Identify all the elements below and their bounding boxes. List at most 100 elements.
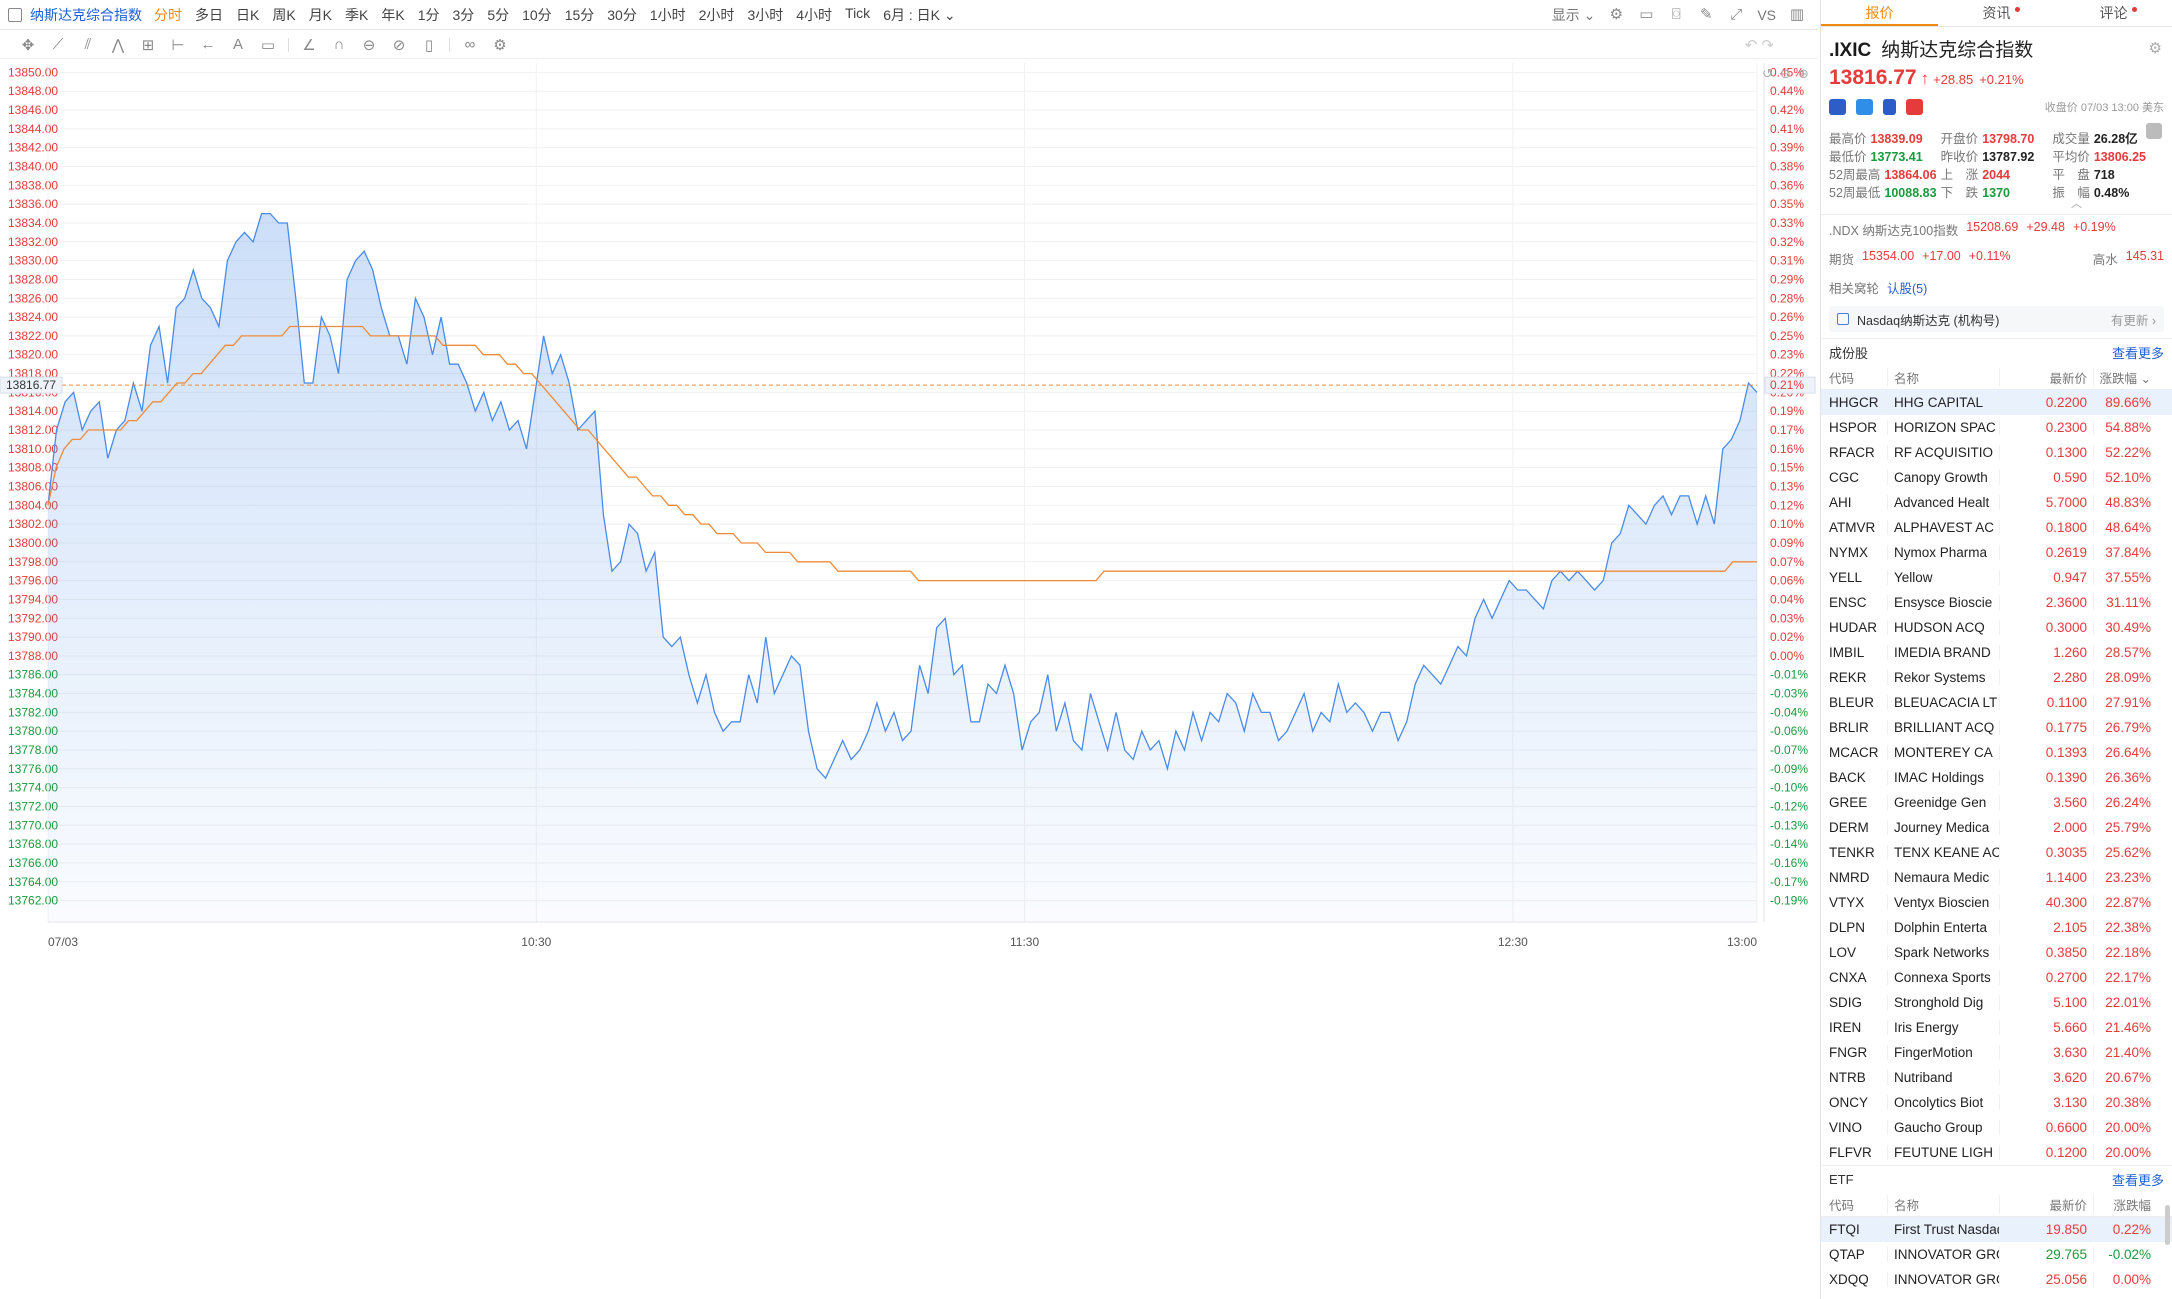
table-row[interactable]: VTYX Ventyx Bioscien 40.300 22.87% [1821,890,2172,915]
col-code[interactable]: 代码 [1829,372,1855,386]
lock-icon[interactable]: ⊖ [362,36,376,54]
draw-settings-icon[interactable]: ⚙ [493,36,507,54]
period-tab[interactable]: 5分 [487,6,510,23]
period-tab[interactable]: 1小时 [649,6,686,23]
col-name[interactable]: 名称 [1887,368,1999,387]
period-tab[interactable]: 10分 [522,6,552,23]
table-row[interactable]: HSPOR HORIZON SPAC 0.2300 54.88% [1821,415,2172,440]
wave-icon[interactable]: ⋀ [111,36,125,54]
table-row[interactable]: HHGCR HHG CAPITAL 0.2200 89.66% [1821,390,2172,415]
intraday-chart[interactable]: 13850.00 0.45% 13848.00 0.44% 13846.00 0.42% 1… [0,60,1818,1299]
period-tab[interactable]: 多日 [195,6,223,23]
period-tab[interactable]: 1分 [417,6,440,23]
col-last[interactable]: 最新价 [1999,1195,2093,1214]
panel-scrollbar[interactable] [2165,1205,2170,1245]
comment-icon[interactable]: ▭ [260,36,276,54]
table-row[interactable]: GREE Greenidge Gen 3.560 26.24% [1821,790,2172,815]
crosshair-icon[interactable]: ✥ [21,36,35,54]
trendline-icon[interactable]: ⟋ [52,36,64,53]
ndx-row[interactable]: .NDX 纳斯达克100指数 15208.69 +29.48 +0.19% [1821,214,2172,244]
favorite-icon[interactable] [1906,99,1923,115]
camera-icon[interactable]: ⌼ [1671,6,1681,23]
table-row[interactable]: MCACR MONTEREY CA 0.1393 26.64% [1821,740,2172,765]
period-tab[interactable]: 日K [236,6,260,23]
table-row[interactable]: CNXA Connexa Sports 0.2700 22.17% [1821,965,2172,990]
period-dropdown[interactable]: 6月 : 日K ⌄ [883,6,956,23]
col-name[interactable]: 名称 [1887,1195,1999,1214]
compare-button[interactable]: VS [1757,7,1776,23]
collapse-caret-icon[interactable]: ︿ [2071,198,2082,210]
table-row[interactable]: FNGR FingerMotion 3.630 21.40% [1821,1040,2172,1065]
fib-icon[interactable]: ⊞ [141,36,155,54]
measure-icon[interactable]: ⊢ [171,36,185,54]
zoom-out-icon[interactable]: ⊖ [1780,66,1791,81]
tab-news[interactable]: 资讯 [1938,0,2055,26]
doc-icon[interactable] [1883,99,1896,115]
table-row[interactable]: SDIG Stronghold Dig 5.100 22.01% [1821,990,2172,1015]
period-tab[interactable]: 30分 [607,6,637,23]
period-tab[interactable]: 3分 [452,6,475,23]
table-row[interactable]: FTQI First Trust Nasdaq 19.850 0.22% [1821,1217,2172,1242]
table-row[interactable]: ONCY Oncolytics Biot 3.130 20.38% [1821,1090,2172,1115]
trash-icon[interactable]: ▯ [424,36,434,54]
sidebar-toggle-icon[interactable] [8,7,22,22]
period-tab[interactable]: 4小时 [796,6,833,23]
period-tab[interactable]: 年K [381,6,405,23]
undo-redo-icon[interactable]: ↶ ↷ [1744,36,1774,54]
constituents-more-link[interactable]: 查看更多 [2111,346,2164,361]
chart-canvas[interactable]: 13850.00 0.45% 13848.00 0.44% 13846.00 0.42% 1… [0,60,1818,1299]
table-row[interactable]: RFACR RF ACQUISITIO 0.1300 52.22% [1821,440,2172,465]
quote-settings-icon[interactable]: ⚙ [2148,40,2162,57]
table-row[interactable]: TENKR TENX KEANE AC 0.3035 25.62% [1821,840,2172,865]
link-icon[interactable]: ∞ [464,36,476,53]
table-row[interactable]: IREN Iris Energy 5.660 21.46% [1821,1015,2172,1040]
period-tab[interactable]: 月K [308,6,333,23]
table-row[interactable]: DLPN Dolphin Enterta 2.105 22.38% [1821,915,2172,940]
table-row[interactable]: CGC Canopy Growth 0.590 52.10% [1821,465,2172,490]
period-tab[interactable]: 分时 [154,6,182,23]
alert-bell-icon[interactable] [2146,123,2162,139]
tab-comments[interactable]: 评论 [2055,0,2172,26]
col-last[interactable]: 最新价 [1999,368,2093,387]
futures-row[interactable]: 期货 15354.00 +17.00 +0.11% 高水 145.31 [1821,244,2172,273]
arrow-icon[interactable]: ← [200,36,216,53]
symbol-name[interactable]: 纳斯达克综合指数 [30,6,142,23]
magnet-icon[interactable]: ∩ [333,36,345,53]
panel-toggle-icon[interactable]: ▥ [1789,6,1805,23]
table-row[interactable]: IMBIL IMEDIA BRAND 1.260 28.57% [1821,640,2172,665]
table-row[interactable]: NTRB Nutriband 3.620 20.67% [1821,1065,2172,1090]
table-row[interactable]: REKR Rekor Systems 2.280 28.09% [1821,665,2172,690]
table-row[interactable]: ATMVR ALPHAVEST AC 0.1800 48.64% [1821,515,2172,540]
period-tab[interactable]: 2小时 [698,6,735,23]
col-pct[interactable]: 涨跌幅 [2093,1195,2159,1214]
warrants-link[interactable]: 认股(5) [1887,282,1928,296]
table-row[interactable]: ENSC Ensysce Bioscie 2.3600 31.11% [1821,590,2172,615]
table-row[interactable]: BLEUR BLEUACACIA LT 0.1100 27.91% [1821,690,2172,715]
etf-more-link[interactable]: 查看更多 [2111,1173,2164,1188]
hide-icon[interactable]: ⊘ [392,36,406,54]
table-row[interactable]: BACK IMAC Holdings 0.1390 26.36% [1821,765,2172,790]
table-row[interactable]: NMRD Nemaura Medic 1.1400 23.23% [1821,865,2172,890]
channel-icon[interactable]: ⫽ [84,36,92,53]
display-menu[interactable]: 显示 ⌄ [1551,7,1596,23]
table-row[interactable]: HUDAR HUDSON ACQ 0.3000 30.49% [1821,615,2172,640]
table-row[interactable]: XDQQ INNOVATOR GRO 25.056 0.00% [1821,1267,2172,1292]
table-row[interactable]: YELL Yellow 0.947 37.55% [1821,565,2172,590]
col-pct[interactable]: 涨跌幅 ⌄ [2093,368,2159,387]
layout-icon[interactable]: ▭ [1639,6,1654,23]
period-tab[interactable]: 15分 [564,6,595,23]
settings-icon[interactable]: ⚙ [1609,6,1624,23]
news-notice[interactable]: Nasdaq纳斯达克 (机构号) 有更新 › [1829,306,2164,332]
ruler-icon[interactable]: ∠ [302,36,316,54]
flash-icon[interactable] [1856,99,1873,115]
pen-icon[interactable]: ✎ [1700,6,1713,23]
table-row[interactable]: VINO Gaucho Group 0.6600 20.00% [1821,1115,2172,1140]
zoom-in-icon[interactable]: ⊕ [1798,66,1809,81]
table-row[interactable]: LOV Spark Networks 0.3850 22.18% [1821,940,2172,965]
period-tab[interactable]: 周K [272,6,296,23]
tab-quote[interactable]: 报价 [1821,0,1938,26]
table-row[interactable]: FLFVR FEUTUNE LIGH 0.1200 20.00% [1821,1140,2172,1165]
period-tab[interactable]: 3小时 [747,6,784,23]
table-row[interactable]: QTAP INNOVATOR GRO 29.765 -0.02% [1821,1242,2172,1267]
text-icon[interactable]: A [232,36,243,53]
